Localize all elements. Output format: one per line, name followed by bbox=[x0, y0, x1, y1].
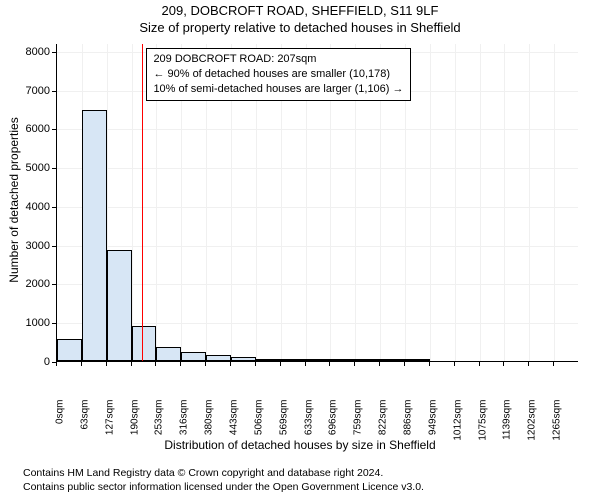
ytick-label: 0 bbox=[10, 356, 50, 368]
histogram-bar bbox=[231, 357, 256, 361]
ytick-mark bbox=[52, 284, 56, 285]
gridline-h bbox=[57, 129, 578, 130]
xtick-mark bbox=[354, 362, 355, 366]
xtick-mark bbox=[155, 362, 156, 366]
annotation-box: 209 DOBCROFT ROAD: 207sqm← 90% of detach… bbox=[146, 48, 410, 101]
page-title-line1: 209, DOBCROFT ROAD, SHEFFIELD, S11 9LF bbox=[0, 3, 600, 18]
histogram-bar bbox=[330, 359, 355, 361]
footer-line1: Contains HM Land Registry data © Crown c… bbox=[23, 466, 424, 480]
histogram-bar bbox=[256, 359, 281, 361]
histogram-bar bbox=[405, 359, 430, 361]
histogram-bar bbox=[82, 110, 107, 361]
ytick-mark bbox=[52, 323, 56, 324]
xtick-mark bbox=[528, 362, 529, 366]
xtick-mark bbox=[56, 362, 57, 366]
ytick-label: 6000 bbox=[10, 123, 50, 135]
xtick-mark bbox=[131, 362, 132, 366]
plot-area: 209 DOBCROFT ROAD: 207sqm← 90% of detach… bbox=[56, 44, 578, 362]
gridline-v bbox=[529, 44, 530, 361]
histogram-plot: 209 DOBCROFT ROAD: 207sqm← 90% of detach… bbox=[56, 44, 578, 362]
ytick-label: 3000 bbox=[10, 240, 50, 252]
xtick-mark bbox=[404, 362, 405, 366]
ytick-mark bbox=[52, 52, 56, 53]
ytick-label: 7000 bbox=[10, 85, 50, 97]
ytick-label: 4000 bbox=[10, 201, 50, 213]
annotation-line: 10% of semi-detached houses are larger (… bbox=[153, 82, 403, 97]
page-title-line2: Size of property relative to detached ho… bbox=[0, 20, 600, 35]
xtick-mark bbox=[379, 362, 380, 366]
gridline-v bbox=[554, 44, 555, 361]
gridline-v bbox=[455, 44, 456, 361]
gridline-h bbox=[57, 323, 578, 324]
histogram-bar bbox=[107, 250, 132, 361]
histogram-bar bbox=[57, 339, 82, 361]
gridline-h bbox=[57, 207, 578, 208]
ytick-mark bbox=[52, 129, 56, 130]
xtick-mark bbox=[305, 362, 306, 366]
gridline-h bbox=[57, 284, 578, 285]
gridline-v bbox=[430, 44, 431, 361]
ytick-label: 5000 bbox=[10, 162, 50, 174]
xtick-mark bbox=[479, 362, 480, 366]
gridline-v bbox=[480, 44, 481, 361]
xtick-mark bbox=[553, 362, 554, 366]
ytick-label: 8000 bbox=[10, 46, 50, 58]
ytick-mark bbox=[52, 207, 56, 208]
xtick-mark bbox=[454, 362, 455, 366]
histogram-bar bbox=[281, 359, 306, 361]
xtick-mark bbox=[255, 362, 256, 366]
property-marker-line bbox=[142, 44, 143, 361]
ytick-label: 2000 bbox=[10, 278, 50, 290]
gridline-v bbox=[504, 44, 505, 361]
xtick-mark bbox=[429, 362, 430, 366]
x-axis-label: Distribution of detached houses by size … bbox=[0, 438, 600, 452]
histogram-bar bbox=[355, 359, 380, 361]
histogram-bar bbox=[306, 359, 331, 361]
footer-line2: Contains public sector information licen… bbox=[23, 480, 424, 494]
ytick-mark bbox=[52, 91, 56, 92]
footer-attribution: Contains HM Land Registry data © Crown c… bbox=[23, 466, 424, 494]
xtick-mark bbox=[503, 362, 504, 366]
xtick-mark bbox=[106, 362, 107, 366]
ytick-mark bbox=[52, 246, 56, 247]
ytick-label: 1000 bbox=[10, 317, 50, 329]
histogram-bar bbox=[380, 359, 405, 361]
histogram-bar bbox=[206, 355, 231, 361]
gridline-v bbox=[132, 44, 133, 361]
annotation-line: 209 DOBCROFT ROAD: 207sqm bbox=[153, 52, 403, 67]
xtick-mark bbox=[329, 362, 330, 366]
xtick-mark bbox=[205, 362, 206, 366]
histogram-bar bbox=[132, 326, 157, 361]
gridline-h bbox=[57, 168, 578, 169]
xtick-mark bbox=[81, 362, 82, 366]
xtick-mark bbox=[180, 362, 181, 366]
xtick-mark bbox=[280, 362, 281, 366]
histogram-bar bbox=[156, 347, 181, 361]
annotation-line: ← 90% of detached houses are smaller (10… bbox=[153, 67, 403, 82]
ytick-mark bbox=[52, 168, 56, 169]
histogram-bar bbox=[181, 352, 206, 361]
xtick-mark bbox=[230, 362, 231, 366]
gridline-h bbox=[57, 246, 578, 247]
